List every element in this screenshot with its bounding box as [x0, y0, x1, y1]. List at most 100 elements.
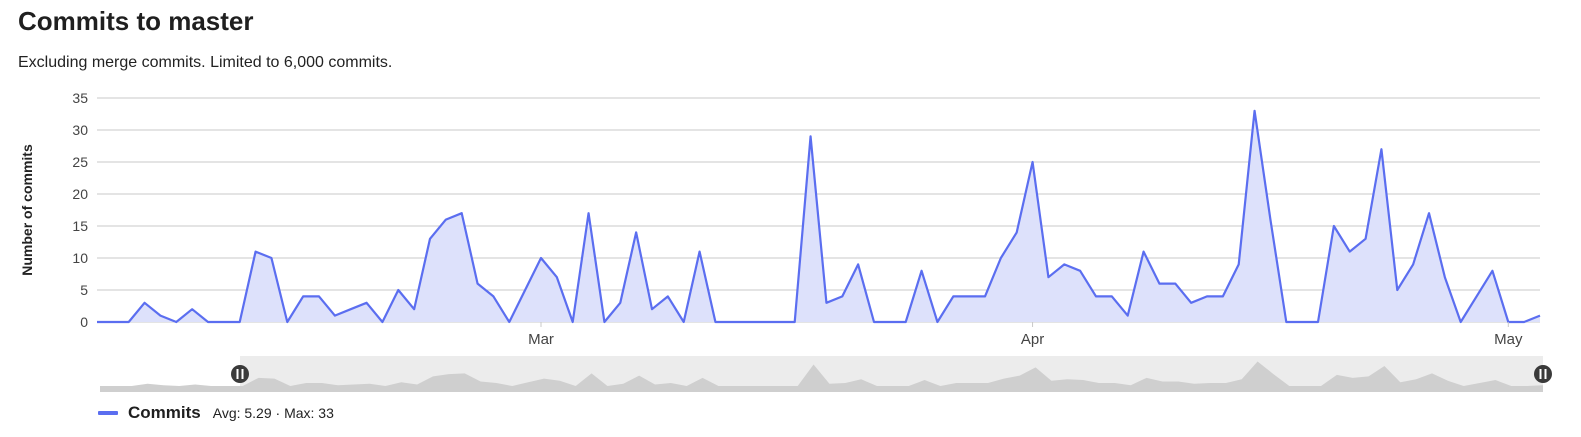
data-point — [587, 211, 591, 215]
x-tick-label: Mar — [528, 331, 554, 348]
y-tick-label: 30 — [72, 122, 88, 138]
data-point — [809, 134, 813, 138]
data-point — [745, 320, 749, 324]
data-point — [1031, 160, 1035, 164]
commits-chart: 0 5 10 15 20 25 30 35 Number of commits Mar Apr May — [19, 90, 1552, 392]
legend-swatch — [98, 411, 118, 415]
y-axis-label: Number of commits — [19, 144, 35, 276]
chart-subtitle: Excluding merge commits. Limited to 6,00… — [18, 54, 393, 71]
data-point — [507, 320, 511, 324]
data-point — [1443, 275, 1447, 279]
data-point — [1411, 262, 1415, 266]
data-point — [523, 288, 527, 292]
data-point — [254, 250, 258, 254]
navigator-area — [100, 361, 1543, 392]
data-point — [1284, 320, 1288, 324]
data-point — [95, 320, 99, 324]
data-point — [365, 301, 369, 305]
data-point — [1173, 282, 1177, 286]
data-point — [1268, 218, 1272, 222]
data-point — [888, 320, 892, 324]
data-point — [1142, 250, 1146, 254]
y-tick-label: 5 — [80, 282, 88, 298]
data-point — [428, 237, 432, 241]
data-point — [174, 320, 178, 324]
data-point — [1459, 320, 1463, 324]
y-tick-label: 25 — [72, 154, 88, 170]
data-point — [1253, 109, 1257, 113]
data-point — [1538, 314, 1542, 318]
data-point — [444, 218, 448, 222]
data-point — [951, 294, 955, 298]
data-point — [333, 314, 337, 318]
data-point — [476, 282, 480, 286]
data-point — [491, 294, 495, 298]
chart-title: Commits to master — [18, 6, 254, 36]
data-point — [1348, 250, 1352, 254]
data-point — [111, 320, 115, 324]
data-point — [824, 301, 828, 305]
data-point — [1189, 301, 1193, 305]
data-point — [935, 320, 939, 324]
data-point — [1379, 147, 1383, 151]
data-point — [158, 314, 162, 318]
data-point — [380, 320, 384, 324]
data-point — [127, 320, 131, 324]
x-tick-label: May — [1494, 331, 1523, 348]
data-point — [761, 320, 765, 324]
data-point — [920, 269, 924, 273]
data-point — [1522, 320, 1526, 324]
y-tick-label: 15 — [72, 218, 88, 234]
data-point — [777, 320, 781, 324]
data-point — [269, 256, 273, 260]
data-point — [967, 294, 971, 298]
data-point — [238, 320, 242, 324]
data-point — [412, 307, 416, 311]
data-point — [618, 301, 622, 305]
data-point — [1475, 294, 1479, 298]
data-point — [396, 288, 400, 292]
data-point — [840, 294, 844, 298]
data-point — [301, 294, 305, 298]
data-point — [856, 262, 860, 266]
data-point — [1237, 262, 1241, 266]
data-point — [1364, 237, 1368, 241]
data-point — [1015, 230, 1019, 234]
data-point — [143, 301, 147, 305]
data-point — [190, 307, 194, 311]
y-tick-label: 0 — [80, 314, 88, 330]
data-point — [650, 307, 654, 311]
data-point — [1062, 262, 1066, 266]
data-point — [1395, 288, 1399, 292]
data-point — [793, 320, 797, 324]
data-point — [1316, 320, 1320, 324]
legend-stats: Avg: 5.29 · Max: 33 — [212, 405, 334, 421]
data-point — [285, 320, 289, 324]
navigator-left-handle[interactable] — [231, 365, 249, 383]
data-point — [1157, 282, 1161, 286]
y-tick-label: 10 — [72, 250, 88, 266]
data-point — [1490, 269, 1494, 273]
data-point — [571, 320, 575, 324]
x-tick-label: Apr — [1021, 331, 1044, 348]
data-point — [1300, 320, 1304, 324]
navigator-right-handle[interactable] — [1534, 365, 1552, 383]
data-point — [460, 211, 464, 215]
data-point — [222, 320, 226, 324]
data-point — [634, 230, 638, 234]
data-point — [1046, 275, 1050, 279]
data-point — [1205, 294, 1209, 298]
legend[interactable]: Commits Avg: 5.29 · Max: 33 — [98, 403, 334, 423]
data-point — [666, 294, 670, 298]
data-point — [904, 320, 908, 324]
data-point — [1332, 224, 1336, 228]
legend-series-name: Commits — [128, 403, 201, 422]
data-point — [1126, 314, 1130, 318]
data-point — [698, 250, 702, 254]
data-point — [317, 294, 321, 298]
y-tick-label: 35 — [72, 90, 88, 106]
data-point — [729, 320, 733, 324]
data-point — [1427, 211, 1431, 215]
data-point — [1078, 269, 1082, 273]
series-line — [97, 109, 1541, 324]
